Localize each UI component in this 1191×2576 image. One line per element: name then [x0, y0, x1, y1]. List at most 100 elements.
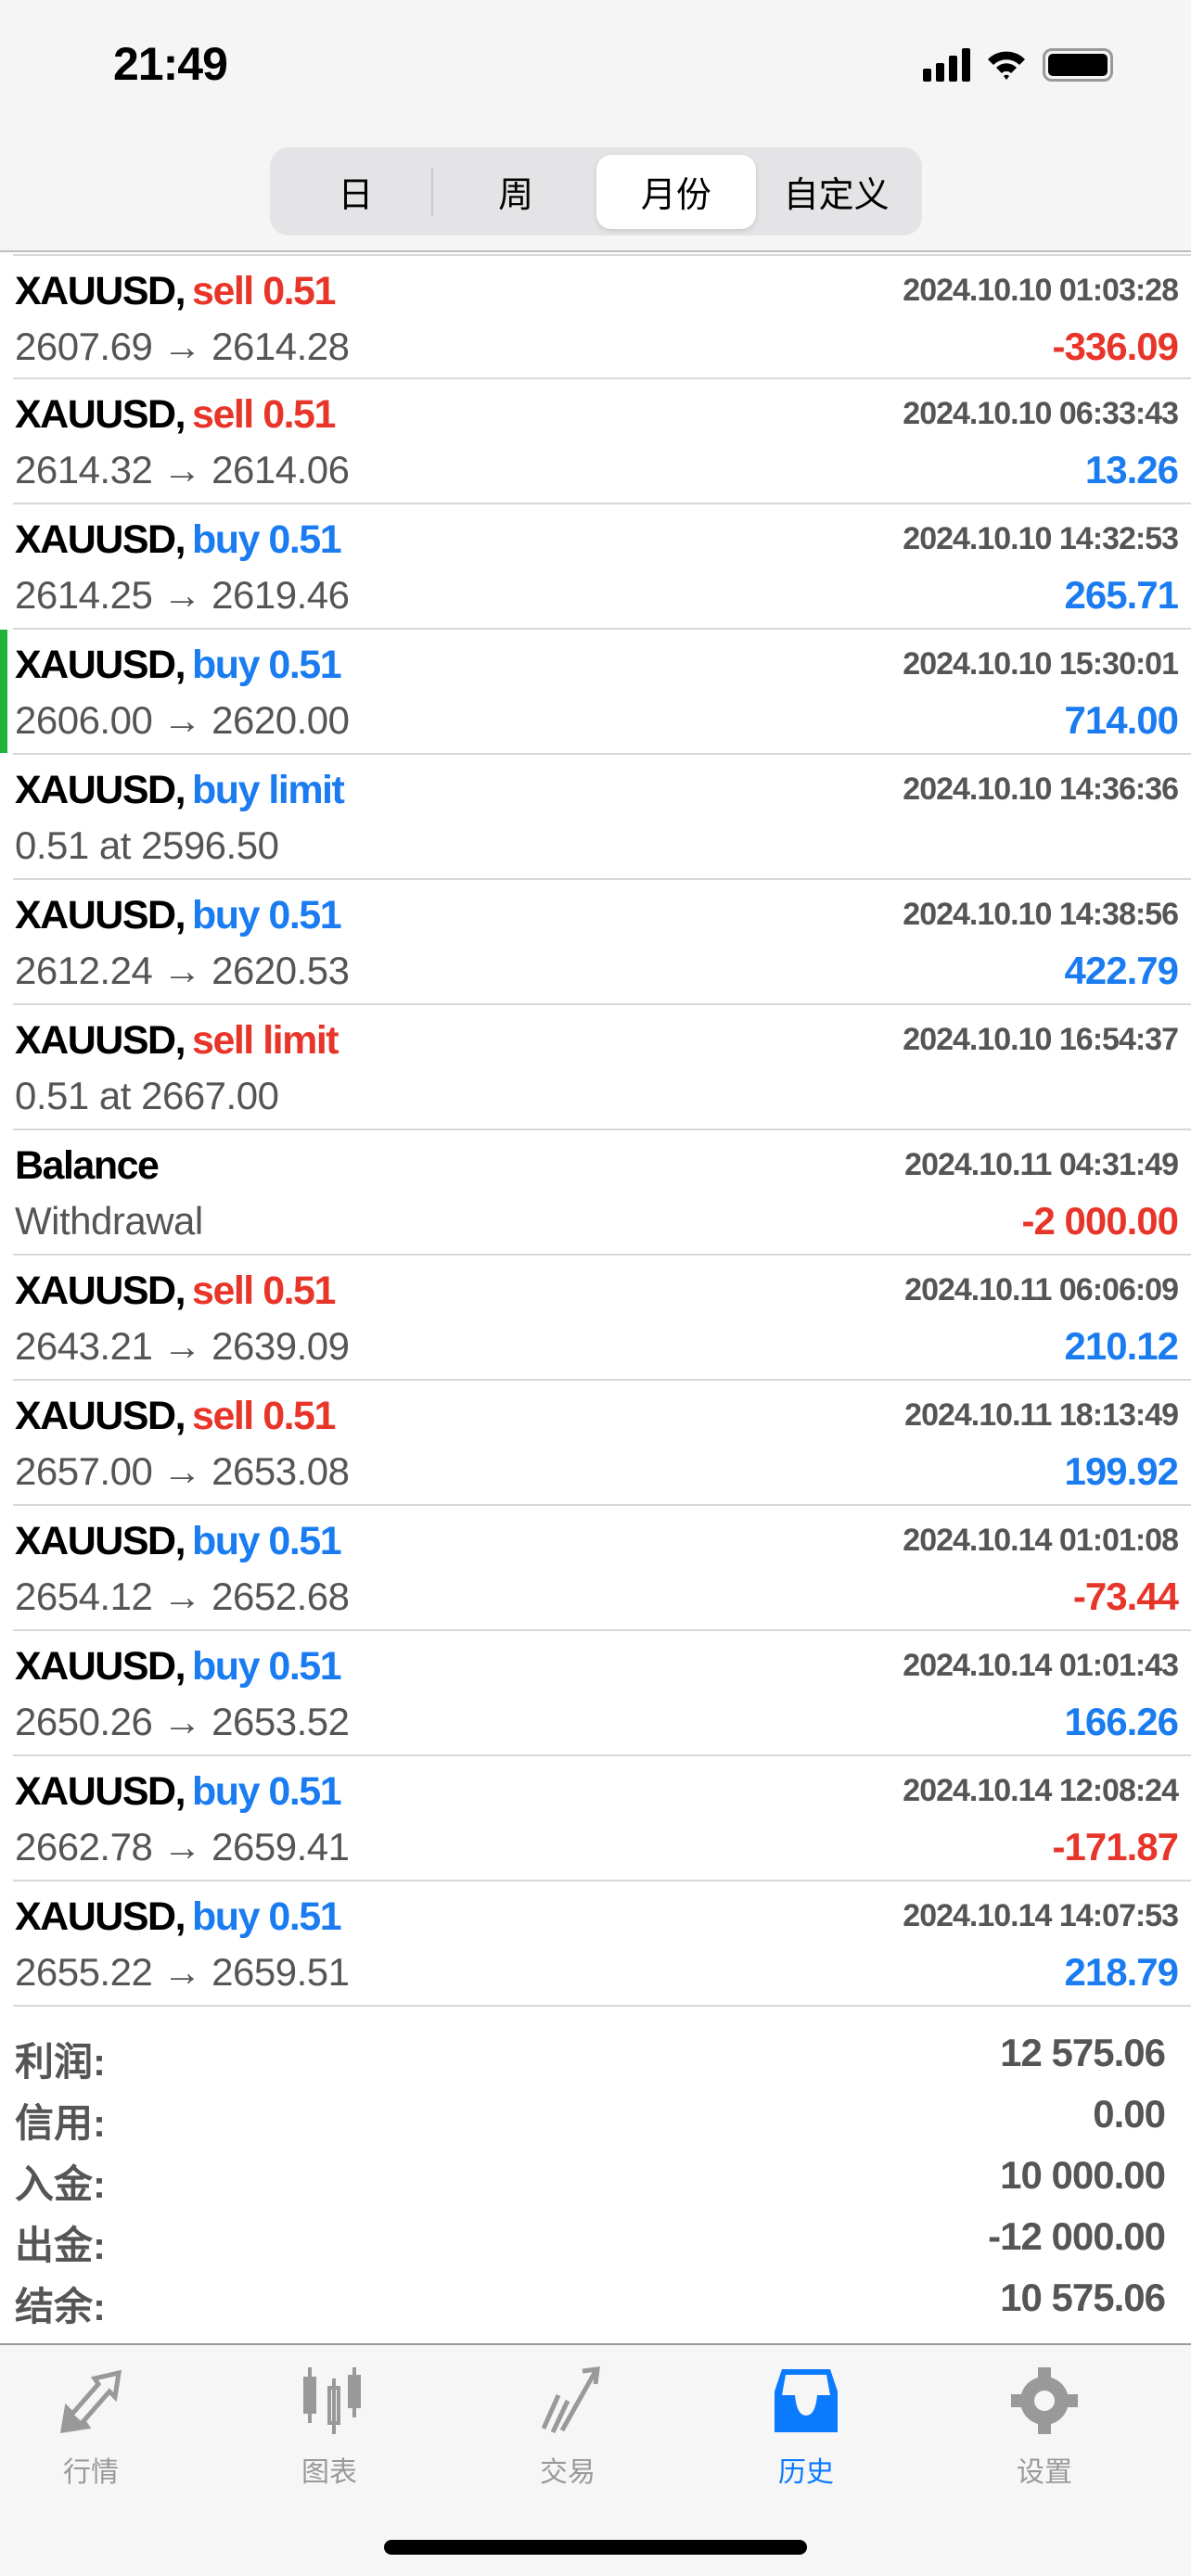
summary-row: 利润: 12 575.06	[13, 2021, 1178, 2084]
battery-icon	[1043, 48, 1113, 82]
tab-history-inbox[interactable]: 历史	[732, 2364, 880, 2490]
row-symbol: XAUUSD, buy 0.51	[15, 1519, 342, 1564]
segment-divider	[431, 168, 433, 216]
segment-day[interactable]: 日	[338, 176, 374, 215]
history-row[interactable]: XAUUSD, buy 0.51 2024.10.10 15:30:01 2606…	[0, 630, 1191, 755]
symbol-text: XAUUSD,	[15, 1018, 186, 1063]
order-side: sell 0.51	[192, 269, 336, 313]
tab-quotes-arrows[interactable]: 行情	[17, 2364, 165, 2490]
history-row[interactable]: XAUUSD, buy 0.51 2024.10.14 01:01:43 2650…	[13, 1631, 1191, 1756]
history-row[interactable]: XAUUSD, buy 0.51 2024.10.10 14:38:56 2612…	[13, 880, 1191, 1005]
summary-value: 10 000.00	[1000, 2153, 1166, 2197]
row-date: 2024.10.10 14:32:53	[903, 521, 1179, 556]
row-prices: 0.51 at 2596.50	[15, 823, 279, 867]
symbol-text: XAUUSD,	[15, 768, 186, 812]
row-prices: 2657.00 → 2653.08	[15, 1449, 350, 1493]
order-side: sell 0.51	[192, 1394, 336, 1438]
history-row[interactable]: XAUUSD, sell 0.51 2024.10.11 18:13:49 265…	[13, 1381, 1191, 1506]
order-side: buy 0.51	[192, 1644, 342, 1689]
row-date: 2024.10.14 01:01:08	[903, 1523, 1179, 1558]
history-row[interactable]: XAUUSD, buy 0.51 2024.10.14 14:07:53 2655…	[13, 1881, 1191, 2007]
tab-candlestick-chart[interactable]: 图表	[255, 2364, 403, 2490]
row-profit: -171.87	[1052, 1825, 1179, 1868]
row-symbol: XAUUSD, buy limit	[15, 768, 345, 813]
tab-label: 设置	[1017, 2457, 1072, 2488]
row-date: 2024.10.10 14:36:36	[903, 772, 1179, 807]
order-side: sell 0.51	[192, 1269, 336, 1313]
row-date: 2024.10.10 16:54:37	[903, 1022, 1179, 1057]
history-row[interactable]: XAUUSD, sell 0.51 2024.10.10 01:03:28 260…	[13, 254, 1191, 379]
row-date: 2024.10.11 18:13:49	[904, 1397, 1179, 1433]
order-side: buy 0.51	[192, 893, 342, 937]
quotes-arrows-icon	[59, 2369, 122, 2433]
header: 21:49 日 周 月份 自定义	[0, 0, 1191, 252]
history-row[interactable]: XAUUSD, sell 0.51 2024.10.11 06:06:09 264…	[13, 1256, 1191, 1381]
symbol-text: XAUUSD,	[15, 1644, 186, 1689]
signal-icon	[923, 48, 970, 82]
history-row[interactable]: XAUUSD, buy 0.51 2024.10.14 12:08:24 2662…	[13, 1756, 1191, 1881]
home-indicator	[384, 2540, 807, 2555]
bottom-tab-bar: 行情 图表 交易 历史 设置	[0, 2343, 1191, 2576]
order-side: buy 0.51	[192, 1894, 342, 1939]
row-symbol: XAUUSD, buy 0.51	[15, 1894, 342, 1940]
row-prices: 2607.69 → 2614.28	[15, 325, 350, 368]
row-prices: 2614.25 → 2619.46	[15, 573, 350, 617]
symbol-text: Balance	[15, 1143, 160, 1188]
segment-month[interactable]: 月份	[596, 154, 757, 229]
symbol-text: XAUUSD,	[15, 893, 186, 937]
segment-custom[interactable]: 自定义	[783, 176, 890, 215]
row-prices: 0.51 at 2667.00	[15, 1074, 279, 1117]
symbol-text: XAUUSD,	[15, 1519, 186, 1563]
history-row[interactable]: XAUUSD, sell limit 2024.10.10 16:54:37 0.…	[13, 1005, 1191, 1130]
tab-label: 历史	[778, 2457, 834, 2488]
row-symbol: XAUUSD, sell limit	[15, 1018, 339, 1064]
summary-row: 出金: -12 000.00	[13, 2205, 1178, 2267]
row-profit: 218.79	[1064, 1950, 1179, 1994]
row-profit: 13.26	[1084, 448, 1179, 491]
status-icons	[923, 48, 1113, 82]
row-profit: -73.44	[1072, 1575, 1179, 1618]
row-profit: 714.00	[1064, 698, 1179, 742]
order-side: buy limit	[192, 768, 345, 812]
row-prices: 2662.78 → 2659.41	[15, 1825, 350, 1868]
period-segmented-control: 日 周 月份 自定义	[270, 147, 922, 236]
row-symbol: XAUUSD, sell 0.51	[15, 392, 336, 438]
summary-value: 12 575.06	[1000, 2031, 1166, 2074]
order-side: buy 0.51	[192, 1519, 342, 1563]
row-symbol: XAUUSD, buy 0.51	[15, 643, 342, 688]
row-prices: 2650.26 → 2653.52	[15, 1700, 350, 1743]
row-profit: 265.71	[1064, 573, 1179, 617]
symbol-text: XAUUSD,	[15, 269, 186, 313]
symbol-text: XAUUSD,	[15, 392, 186, 437]
summary-value: -12 000.00	[988, 2214, 1166, 2258]
symbol-text: XAUUSD,	[15, 1894, 186, 1939]
order-side: sell limit	[192, 1018, 339, 1063]
summary-label: 利润:	[15, 2040, 106, 2084]
history-row[interactable]: XAUUSD, buy 0.51 2024.10.10 14:32:53 2614…	[13, 504, 1191, 630]
row-symbol: XAUUSD, buy 0.51	[15, 1644, 342, 1690]
history-row[interactable]: XAUUSD, sell 0.51 2024.10.10 06:33:43 261…	[13, 379, 1191, 504]
segment-week[interactable]: 周	[498, 176, 534, 215]
selected-marker	[0, 630, 7, 753]
symbol-text: XAUUSD,	[15, 517, 186, 562]
symbol-text: XAUUSD,	[15, 1269, 186, 1313]
symbol-text: XAUUSD,	[15, 1394, 186, 1438]
history-row[interactable]: XAUUSD, buy 0.51 2024.10.14 01:01:08 2654…	[13, 1506, 1191, 1631]
row-profit: -336.09	[1052, 325, 1179, 368]
tab-gear[interactable]: 设置	[970, 2364, 1119, 2490]
history-row[interactable]: Balance 2024.10.11 04:31:49 Withdrawal -…	[13, 1130, 1191, 1256]
tab-label: 行情	[63, 2457, 119, 2488]
row-symbol: XAUUSD, sell 0.51	[15, 269, 336, 314]
row-date: 2024.10.10 06:33:43	[903, 396, 1179, 431]
summary-label: 结余:	[15, 2285, 106, 2328]
summary-label: 入金:	[15, 2162, 106, 2206]
history-row[interactable]: XAUUSD, buy limit 2024.10.10 14:36:36 0.5…	[13, 755, 1191, 880]
summary-totals: 利润: 12 575.06 信用: 0.00 入金: 10 000.00 出金: -12 00…	[0, 2021, 1191, 2328]
symbol-text: XAUUSD,	[15, 1769, 186, 1814]
order-side: buy 0.51	[192, 517, 342, 562]
tab-trade-trend[interactable]: 交易	[493, 2364, 642, 2490]
tab-label: 图表	[301, 2457, 357, 2488]
row-profit: -2 000.00	[1021, 1199, 1179, 1243]
history-inbox-icon	[775, 2369, 838, 2432]
row-date: 2024.10.10 14:38:56	[903, 897, 1179, 932]
